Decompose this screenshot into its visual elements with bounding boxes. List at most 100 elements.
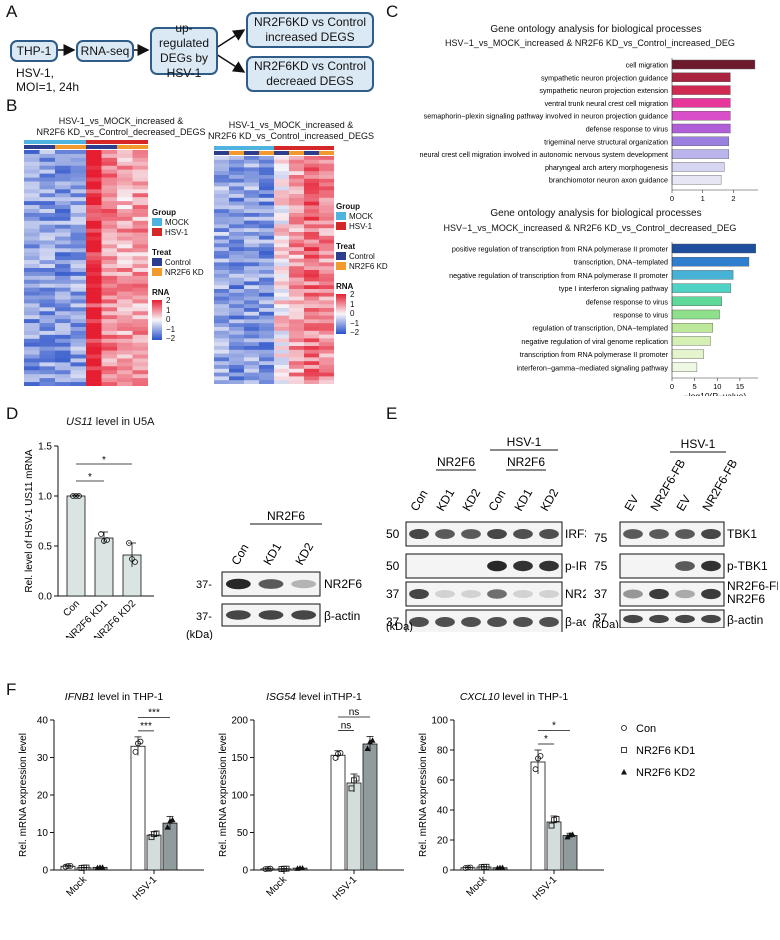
heatmap-cell bbox=[117, 232, 133, 237]
heatmap-cell bbox=[70, 169, 87, 174]
heatmap-cell bbox=[132, 370, 148, 375]
heatmap-cell bbox=[304, 334, 320, 339]
heatmap-cell bbox=[244, 213, 260, 218]
heatmap-cell bbox=[274, 346, 290, 351]
heatmap-cell bbox=[319, 300, 334, 305]
f-data-point bbox=[467, 864, 474, 871]
heatmap-cell bbox=[39, 358, 56, 363]
heatmap-cell bbox=[244, 323, 260, 328]
heatmap-cell bbox=[304, 201, 320, 206]
heatmap-cell bbox=[132, 248, 148, 253]
heatmap-cell bbox=[274, 163, 290, 168]
f-sig-label: ns bbox=[341, 721, 352, 732]
heatmap-cell bbox=[319, 376, 334, 381]
f-y-tick-label: 80 bbox=[437, 746, 449, 757]
f-y-axis-label: Rel. mRNA expression level bbox=[418, 733, 429, 857]
heatmap-cell bbox=[259, 289, 275, 294]
heatmap-cell bbox=[244, 289, 260, 294]
heatmap-cell bbox=[289, 209, 305, 214]
heatmap-cell bbox=[101, 220, 118, 226]
heatmap-cell bbox=[274, 296, 290, 301]
heatmap-cell bbox=[274, 190, 290, 195]
heatmap-cell bbox=[319, 232, 334, 237]
heatmap-cell bbox=[70, 150, 87, 155]
heatmap-cell bbox=[24, 153, 40, 159]
go-term-label: cell migration bbox=[626, 61, 668, 70]
blot-e1-row1-band bbox=[487, 560, 507, 572]
heatmap-cell bbox=[101, 205, 118, 210]
heatmap-cell bbox=[274, 349, 290, 354]
treat-annotation-cell bbox=[101, 145, 117, 149]
heatmap-cell bbox=[101, 256, 118, 261]
us11-y-tick-label: 1.0 bbox=[38, 492, 52, 503]
heatmap-cell bbox=[101, 209, 118, 214]
heatmap-cell bbox=[304, 292, 320, 297]
heatmap-cell bbox=[289, 228, 305, 233]
heatmap-cell bbox=[304, 319, 320, 324]
heatmap-cell bbox=[86, 150, 102, 155]
heatmap-cell bbox=[274, 342, 290, 347]
go-bar bbox=[671, 362, 698, 373]
heatmap-cell bbox=[24, 264, 40, 269]
us11-data-point bbox=[104, 537, 110, 543]
heatmap-cell bbox=[274, 232, 290, 237]
heatmap-cell bbox=[101, 287, 118, 292]
heatmap-cell bbox=[70, 338, 87, 344]
heatmap-cell bbox=[55, 303, 71, 308]
legend-rna-title: RNA bbox=[152, 288, 170, 297]
us11-bar bbox=[94, 537, 114, 597]
f-data-point bbox=[621, 725, 627, 731]
heatmap-cell bbox=[319, 357, 334, 362]
blot-e1-lane-label: KD1 bbox=[511, 486, 535, 513]
f-bar bbox=[346, 782, 362, 871]
heatmap-cell bbox=[244, 167, 260, 172]
heatmap-cell bbox=[101, 224, 118, 229]
rna-scale-tick: 0 bbox=[166, 315, 171, 324]
heatmap-cell bbox=[24, 307, 40, 312]
heatmap-cell bbox=[214, 342, 230, 347]
go-x-tick-label: 1 bbox=[701, 194, 705, 203]
heatmap-cell bbox=[274, 197, 290, 202]
heatmap-cell bbox=[319, 254, 334, 259]
heatmap-cell bbox=[39, 244, 56, 249]
heatmap-cell bbox=[214, 273, 230, 278]
heatmap-cell bbox=[55, 157, 71, 163]
heatmap-cell bbox=[259, 357, 275, 362]
heatmap-cell bbox=[86, 220, 102, 226]
heatmap-cell bbox=[132, 303, 148, 308]
f-data-point bbox=[364, 745, 371, 751]
heatmap-cell bbox=[304, 156, 320, 161]
heatmap-cell bbox=[214, 285, 230, 290]
heatmap-cell bbox=[132, 169, 148, 174]
heatmap-cell bbox=[319, 190, 334, 195]
heatmap-cell bbox=[244, 349, 260, 354]
go-term-label: defense response to virus bbox=[586, 297, 669, 306]
go-bar bbox=[671, 243, 756, 254]
heatmap-cell bbox=[259, 361, 275, 366]
panel-label-d: D bbox=[6, 404, 19, 423]
f-data-point bbox=[65, 863, 71, 869]
heatmap-cell bbox=[132, 362, 148, 367]
heatmap-cell bbox=[214, 182, 230, 187]
blot-e1-mw: 50 bbox=[386, 527, 400, 541]
heatmap-cell bbox=[55, 338, 71, 344]
heatmap-cell bbox=[132, 295, 148, 300]
heatmap-cell bbox=[39, 275, 56, 281]
heatmap-cell bbox=[244, 334, 260, 339]
heatmap-cell bbox=[259, 323, 275, 328]
heatmap-cell bbox=[70, 342, 87, 347]
heatmap-cell bbox=[132, 334, 148, 340]
heatmap-cell bbox=[259, 239, 275, 244]
heatmap-cell bbox=[289, 270, 305, 275]
heatmap-cell bbox=[86, 319, 102, 324]
go-bottom-chart: positive regulation of transcription fro… bbox=[449, 242, 758, 396]
heatmap-cell bbox=[117, 189, 133, 194]
heatmap-cell bbox=[274, 175, 290, 180]
legend-spacer bbox=[152, 238, 212, 248]
treat-annotation-cell bbox=[55, 145, 71, 149]
heatmap-cell bbox=[244, 319, 260, 324]
heatmap-cell bbox=[39, 299, 56, 304]
heatmap-cell bbox=[55, 370, 71, 375]
heatmap-cell bbox=[229, 220, 245, 225]
heatmap-cell bbox=[214, 277, 230, 282]
